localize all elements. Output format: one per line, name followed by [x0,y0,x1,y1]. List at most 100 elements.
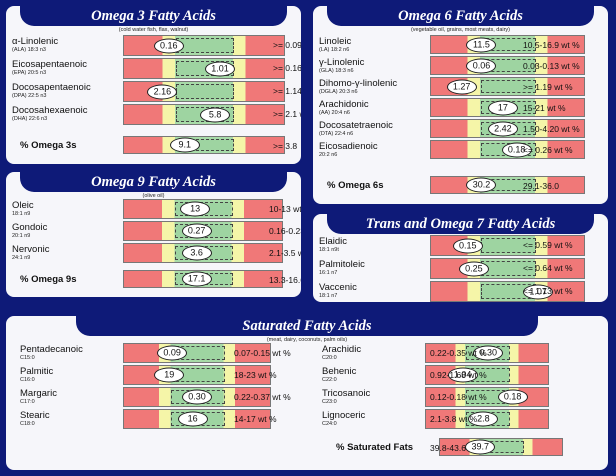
omega9-total-bar: 17.1 [123,270,283,288]
saturated-panel: Saturated Fatty Acids (meat, dairy, coco… [4,314,610,472]
omega6-items-2-reference-zone [480,80,537,93]
omega3-items-0-bar: 0.16 [123,35,285,56]
saturated-total-value: 39.7 [465,439,496,455]
saturated-total-range: 39.8-43.6 [430,443,466,453]
omega6-items-1-bar: 0.06 [430,56,585,75]
saturated-right-1-range: 0.92-1.68 wt % [430,370,487,380]
trans-items-1-range: <= 0.64 wt % [523,263,573,273]
omega3-items-1-abbr: (EPA) 20:5 n3 [12,70,47,76]
omega3-items-0-value: 0.16 [153,38,184,53]
omega3-total-bar: 9.1 [123,136,285,154]
omega6-items-4-range: 1.50-4.20 wt % [523,124,580,134]
saturated-left-2-range: 0.22-0.37 wt % [234,392,291,402]
omega3-items-2-name: Docosapentaenoic [12,82,91,93]
omega6-items-5-value: 0.18 [501,142,532,157]
saturated-right-0-bar: 0.30 [425,343,549,363]
omega3-items-2-range: >= 1.14 wt % [273,86,302,96]
trans-panel: Trans and Omega 7 Fatty Acids Elaidic 18:… [311,212,610,304]
omega9-items-0-name: Oleic [12,200,34,211]
omega6-total-value: 30.2 [466,177,497,193]
omega9-total-range: 13.3-16.6 [269,275,303,285]
omega9-subtitle: (olive oil) [142,193,165,199]
omega9-items-1-abbr: 20:1 n9 [12,233,31,239]
saturated-right-1-value: 1.04 [447,367,478,383]
saturated-left-2-abbr: C17:0 [20,399,35,405]
saturated-left-1-range: 18-23 wt % [234,370,277,380]
omega3-items-3-abbr: (DHA) 22:6 n3 [12,116,48,122]
saturated-right-2-range: 0.12-0.18 wt % [430,392,487,402]
omega6-items-3-name: Arachidonic [319,99,369,110]
omega3-items-3-value: 5.8 [200,107,231,122]
omega9-items-2-bar: 3.6 [123,243,283,263]
omega9-items-2-value: 3.6 [181,245,212,261]
trans-items-2-bar: 1.07 [430,281,585,302]
saturated-left-3-bar: 16 [123,409,271,429]
saturated-right-2-value: 0.18 [497,389,528,405]
omega3-items-3-name: Docosahexaenoic [12,105,88,116]
omega6-items-2-range: >= 1.19 wt % [523,82,573,92]
omega9-panel: Omega 9 Fatty Acids (olive oil) Oleic 18:… [4,170,303,299]
omega9-total-value: 17.1 [181,271,212,287]
omega3-items-1-bar: 1.01 [123,58,285,79]
omega6-items-1-range: 0.03-0.13 wt % [523,61,580,71]
saturated-left-0-value: 0.09 [157,345,188,361]
omega3-total-range: >= 3.8 [273,141,298,151]
saturated-total-name: % Saturated Fats [336,442,414,453]
saturated-right-0-value: 0.30 [473,345,504,361]
omega6-items-2-value: 1.27 [446,79,477,94]
omega9-items-0-bar: 13 [123,199,283,219]
saturated-right-2-name: Tricosanoic [322,388,371,399]
omega6-items-3-range: 15-21 wt % [523,103,566,113]
saturated-left-3-abbr: C18:0 [20,421,35,427]
omega6-total-range: 29.1-36.0 [523,181,559,191]
omega6-items-0-bar: 11.5 [430,35,585,54]
saturated-right-2-bar: 0.18 [425,387,549,407]
omega3-items-2-reference-zone [175,84,235,99]
saturated-left-3-range: 14-17 wt % [234,414,277,424]
omega6-items-4-name: Docosatetraenoic [319,120,393,131]
omega3-total-value: 9.1 [169,137,200,153]
omega9-title: Omega 9 Fatty Acids [20,172,287,192]
omega3-items-0-name: α-Linolenic [12,36,59,47]
omega6-items-4-value: 2.42 [487,121,518,136]
omega6-items-5-abbr: 20:2 n6 [319,152,338,158]
omega9-items-2-abbr: 24:1 n9 [12,255,31,261]
omega6-items-3-bar: 17 [430,98,585,117]
saturated-right-1-bar: 1.04 [425,365,549,385]
omega9-items-2-name: Nervonic [12,244,50,255]
omega6-items-0-value: 11.5 [466,37,497,52]
trans-items-2-value: 1.07 [523,284,554,299]
omega6-items-0-name: Linoleic [319,36,352,47]
saturated-left-3-name: Stearic [20,410,50,421]
omega9-items-1-name: Gondoic [12,222,48,233]
omega3-items-2-abbr: (DPA) 22:5 n3 [12,93,47,99]
omega6-items-2-abbr: (DGLA) 20:3 n6 [319,89,358,95]
omega3-items-1-name: Eicosapentaenoic [12,59,87,70]
omega9-items-0-value: 13 [180,201,211,217]
saturated-right-1-abbr: C22:0 [322,377,337,383]
saturated-left-3-value: 16 [177,411,208,427]
saturated-right-3-range: 2.1-3.8 wt % [430,414,478,424]
omega6-items-0-abbr: (LA) 18:2 n6 [319,47,350,53]
omega3-total-name: % Omega 3s [20,140,77,151]
saturated-title: Saturated Fatty Acids [76,316,538,336]
trans-items-1-name: Palmitoleic [319,259,365,270]
omega3-items-2-bar: 2.16 [123,81,285,102]
trans-items-1-abbr: 16:1 n7 [319,270,338,276]
saturated-left-1-name: Palmitic [20,366,54,377]
trans-title: Trans and Omega 7 Fatty Acids [327,214,594,234]
omega6-title: Omega 6 Fatty Acids [327,6,594,26]
omega3-subtitle: (cold water fish, flax, walnut) [118,27,189,33]
omega6-items-1-abbr: (GLA) 18:3 n6 [319,68,354,74]
omega3-panel: Omega 3 Fatty Acids (cold water fish, fl… [4,4,303,166]
saturated-right-3-bar: 2.8 [425,409,549,429]
omega3-items-0-abbr: (ALA) 18:3 n3 [12,47,46,53]
saturated-right-0-name: Arachidic [322,344,362,355]
omega9-items-1-range: 0.16-0.23 wt % [269,226,303,236]
omega6-items-2-bar: 1.27 [430,77,585,96]
omega9-items-1-value: 0.27 [181,223,212,239]
saturated-left-1-value: 19 [154,367,185,383]
saturated-right-3-value: 2.8 [468,411,499,427]
omega9-items-1-bar: 0.27 [123,221,283,241]
omega6-items-5-bar: 0.18 [430,140,585,159]
